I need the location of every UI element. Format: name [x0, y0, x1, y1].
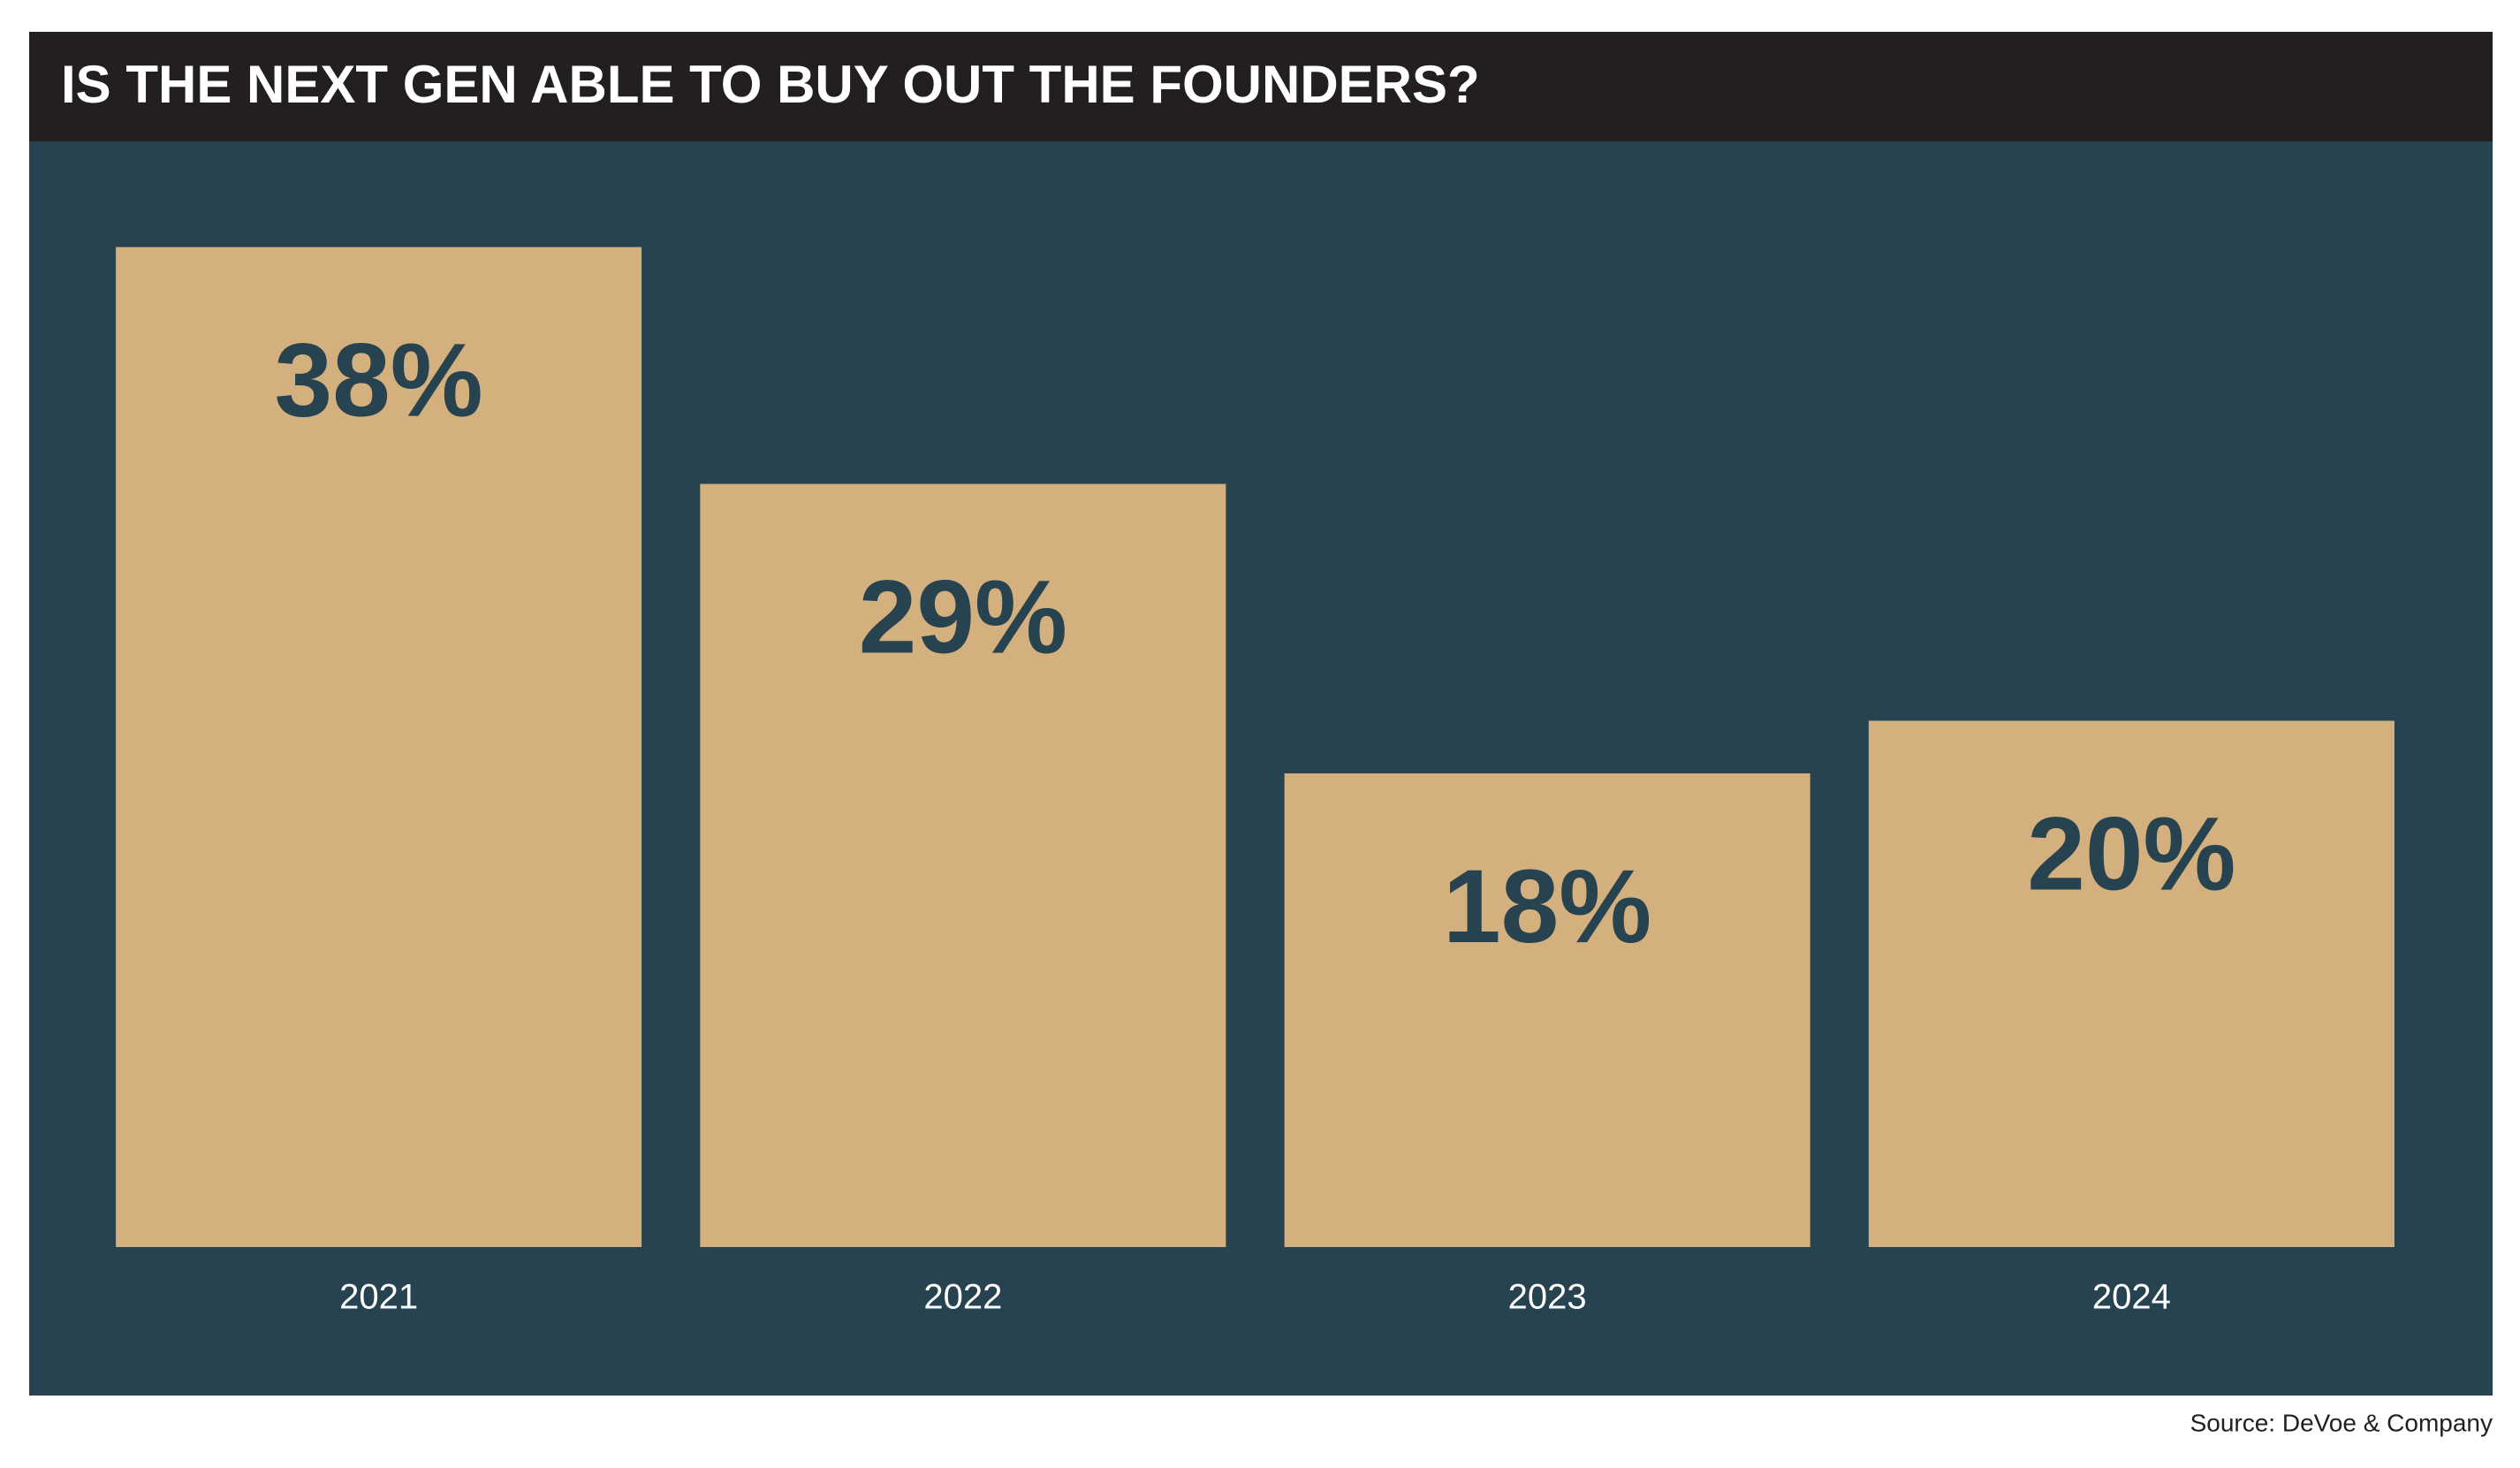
- data-label: 20%: [2027, 796, 2235, 913]
- x-tick-label: 2023: [1508, 1278, 1587, 1317]
- bar: [1284, 773, 1810, 1247]
- source-note: Source: DeVoe & Company: [2190, 1409, 2493, 1436]
- x-tick-label: 2022: [923, 1278, 1002, 1317]
- x-tick-label: 2021: [339, 1278, 418, 1317]
- chart-title: IS THE NEXT GEN ABLE TO BUY OUT THE FOUN…: [61, 55, 1480, 114]
- x-tick-label: 2024: [2092, 1278, 2171, 1317]
- bar: [116, 247, 642, 1247]
- data-label: 38%: [275, 323, 483, 439]
- bar: [700, 483, 1226, 1247]
- bar: [1868, 720, 2395, 1247]
- data-label: 29%: [859, 559, 1067, 676]
- data-label: 18%: [1443, 848, 1651, 965]
- title-bar: [29, 32, 2493, 141]
